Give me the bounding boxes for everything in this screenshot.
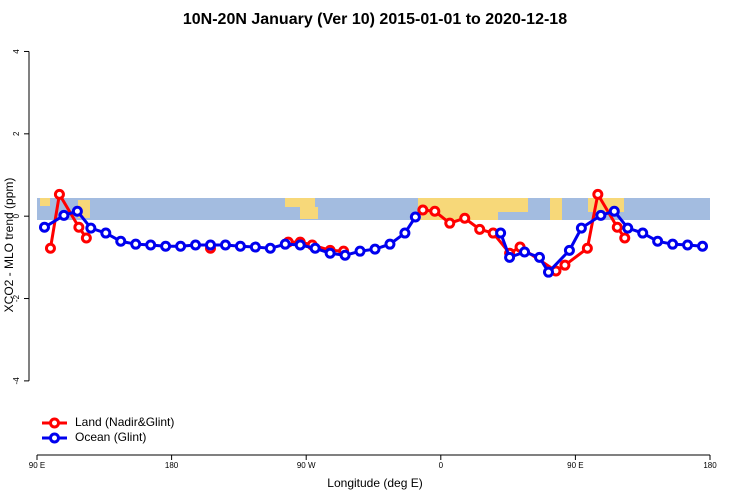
point [575, 222, 587, 234]
point [417, 204, 429, 216]
x-tick-label: 90 E [29, 461, 45, 470]
point [519, 246, 531, 258]
point [309, 242, 321, 254]
land-patch [300, 207, 318, 219]
point [581, 242, 593, 254]
map-strip [37, 198, 710, 220]
point [619, 232, 631, 244]
point [339, 249, 351, 261]
point [80, 232, 92, 244]
point [234, 240, 246, 252]
point [190, 239, 202, 251]
land-patch [550, 198, 562, 220]
point [637, 227, 649, 239]
y-tick-label: -2 [12, 294, 21, 302]
x-axis-label: Longitude (deg E) [327, 476, 422, 490]
point [204, 239, 216, 251]
y-tick-label: -4 [12, 377, 21, 385]
y-axis-label: XCO2 - MLO trend (ppm) [2, 178, 16, 313]
point [249, 241, 261, 253]
point [682, 239, 694, 251]
point [559, 259, 571, 271]
point [71, 205, 83, 217]
y-tick-label: 0 [12, 213, 21, 218]
chart-title: 10N-20N January (Ver 10) 2015-01-01 to 2… [183, 11, 567, 28]
land-patch [498, 198, 528, 212]
point [384, 238, 396, 250]
point [563, 244, 575, 256]
point [85, 222, 97, 234]
ocean-band [37, 198, 710, 220]
point [324, 247, 336, 259]
legend-marker [49, 432, 60, 444]
point [279, 238, 291, 250]
y-tick-label: 2 [12, 131, 21, 136]
point [697, 240, 709, 252]
point [145, 239, 157, 251]
point [58, 209, 70, 221]
point [399, 227, 411, 239]
point [175, 240, 187, 252]
point [652, 235, 664, 247]
x-tick-label: 180 [165, 461, 179, 470]
point [429, 205, 441, 217]
point [219, 239, 231, 251]
legend-marker [49, 417, 60, 429]
x-tick-label: 0 [439, 461, 444, 470]
point [100, 227, 112, 239]
point [611, 221, 623, 233]
point [44, 242, 56, 254]
point [369, 243, 381, 255]
series-line [43, 209, 703, 274]
point [444, 217, 456, 229]
point [542, 266, 554, 278]
point [354, 245, 366, 257]
point [53, 188, 65, 200]
point [115, 235, 127, 247]
point [622, 222, 634, 234]
legend-label: Land (Nadir&Glint) [75, 415, 174, 429]
point [38, 221, 50, 233]
point [130, 238, 142, 250]
point [504, 251, 516, 263]
point [459, 212, 471, 224]
land-patch [40, 198, 50, 206]
point [160, 240, 172, 252]
x-tick-label: 90 E [567, 461, 583, 470]
land-patch [285, 198, 315, 207]
point [474, 223, 486, 235]
point [667, 238, 679, 250]
y-tick-label: 4 [12, 49, 21, 54]
point [592, 188, 604, 200]
point [595, 209, 607, 221]
point [495, 227, 507, 239]
point [409, 211, 421, 223]
x-tick-label: 180 [703, 461, 717, 470]
point [534, 251, 546, 263]
legend-label: Ocean (Glint) [75, 430, 146, 444]
point [608, 205, 620, 217]
point [73, 221, 85, 233]
x-tick-label: 90 W [297, 461, 316, 470]
point [264, 242, 276, 254]
point [294, 239, 306, 251]
